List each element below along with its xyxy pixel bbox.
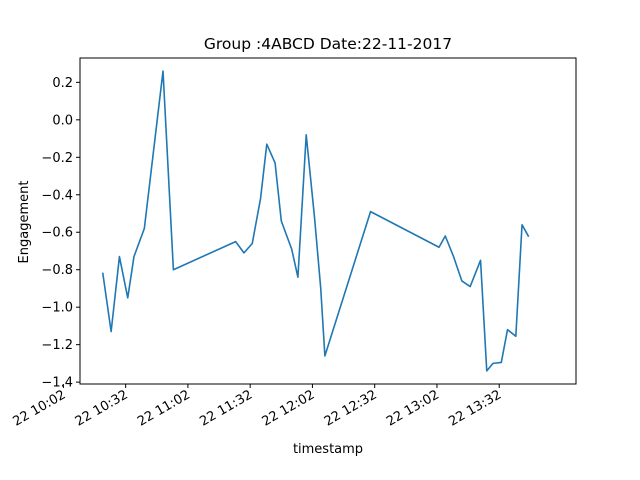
y-axis-title: Engagement (17, 181, 32, 264)
y-tick-label-7: −1.2 (41, 338, 73, 353)
y-tick-label-5: −0.8 (41, 263, 73, 278)
plot-area (79, 57, 577, 385)
y-axis: 0.2 0.0 −0.2 −0.4 −0.6 −0.8 −1.0 −1.2 −1.4 (41, 76, 80, 391)
y-tick-label-3: −0.4 (41, 188, 73, 203)
x-axis-title: timestamp (293, 442, 363, 457)
plot-frame (79, 57, 577, 385)
y-tick-label-1: 0.0 (52, 113, 73, 128)
y-tick-label-6: −1.0 (41, 301, 73, 316)
y-tick-label-4: −0.6 (41, 226, 73, 241)
y-tick-label-8: −1.4 (41, 376, 73, 391)
y-tick-label-0: 0.2 (52, 76, 73, 91)
series-line-0 (101, 70, 530, 372)
y-tick-label-2: −0.2 (41, 151, 73, 166)
chart-title: Group :4ABCD Date:22-11-2017 (204, 35, 452, 53)
